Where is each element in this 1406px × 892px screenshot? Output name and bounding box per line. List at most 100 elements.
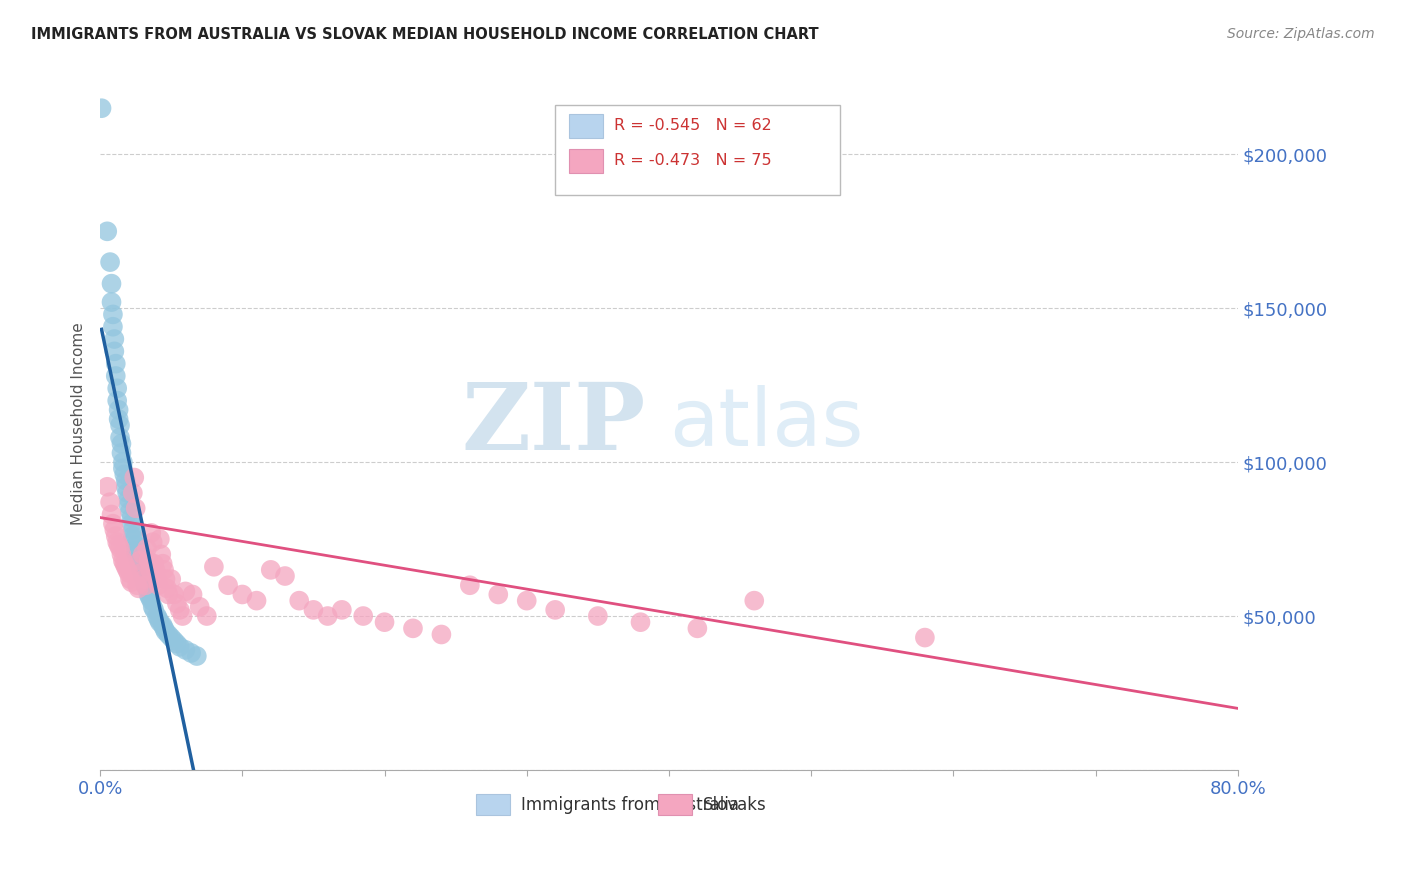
Point [129, 554, 152, 568]
Text: Source: ZipAtlas.com: Source: ZipAtlas.com [1227, 27, 1375, 41]
Point [90, 101, 112, 115]
Point [112, 557, 135, 571]
Text: IMMIGRANTS FROM AUSTRALIA VS SLOVAK MEDIAN HOUSEHOLD INCOME CORRELATION CHART: IMMIGRANTS FROM AUSTRALIA VS SLOVAK MEDI… [31, 27, 818, 42]
Text: Immigrants from Australia: Immigrants from Australia [522, 796, 740, 814]
Point [430, 627, 453, 641]
Point [121, 523, 143, 537]
Point [110, 436, 132, 450]
Point [110, 548, 132, 562]
Point [586, 609, 609, 624]
Point [117, 566, 139, 580]
Point [115, 563, 138, 577]
Point [114, 480, 136, 494]
Point [131, 563, 153, 577]
Point [138, 554, 160, 568]
Text: Slovaks: Slovaks [703, 796, 766, 814]
Text: ZIP: ZIP [463, 379, 647, 468]
Point [288, 593, 311, 607]
Point [98, 495, 121, 509]
Point [125, 538, 148, 552]
Point [115, 486, 138, 500]
Point [172, 609, 194, 624]
Point [150, 548, 173, 562]
Point [112, 467, 135, 482]
Point [231, 587, 253, 601]
Point [100, 295, 122, 310]
Point [107, 402, 129, 417]
Point [402, 621, 425, 635]
Point [274, 569, 297, 583]
Point [142, 599, 165, 614]
Point [125, 501, 148, 516]
Point [148, 578, 170, 592]
Point [100, 508, 122, 522]
Point [180, 646, 202, 660]
Point [127, 578, 149, 592]
Point [125, 544, 148, 558]
Point [135, 578, 157, 592]
Point [153, 621, 176, 635]
Point [129, 557, 152, 571]
Point [108, 418, 131, 433]
Text: R = -0.545   N = 62: R = -0.545 N = 62 [614, 119, 772, 134]
Point [373, 615, 395, 630]
Point [114, 559, 136, 574]
Point [156, 582, 179, 596]
Bar [475, 794, 509, 815]
Point [143, 557, 166, 571]
Point [96, 224, 118, 238]
Point [195, 609, 218, 624]
Point [108, 431, 131, 445]
Point [155, 624, 177, 639]
Point [330, 603, 353, 617]
Point [128, 582, 150, 596]
Point [136, 582, 159, 596]
Point [148, 612, 170, 626]
Point [128, 554, 150, 568]
Point [101, 307, 124, 321]
FancyBboxPatch shape [555, 105, 839, 195]
Point [139, 563, 162, 577]
Point [132, 548, 155, 562]
Point [121, 486, 143, 500]
Point [103, 344, 125, 359]
Point [160, 631, 183, 645]
Point [914, 631, 936, 645]
Point [163, 633, 186, 648]
Point [111, 554, 134, 568]
Point [110, 446, 132, 460]
Point [516, 593, 538, 607]
Point [458, 578, 481, 592]
Point [145, 563, 167, 577]
Point [105, 381, 128, 395]
Point [105, 535, 128, 549]
Point [134, 572, 156, 586]
Point [122, 470, 145, 484]
Point [132, 569, 155, 583]
Point [120, 510, 142, 524]
Point [114, 474, 136, 488]
Point [136, 541, 159, 556]
Point [141, 593, 163, 607]
Point [155, 572, 177, 586]
Point [544, 603, 567, 617]
Text: R = -0.473   N = 75: R = -0.473 N = 75 [614, 153, 772, 168]
Point [245, 593, 267, 607]
Point [169, 640, 191, 654]
Point [101, 516, 124, 531]
Point [134, 572, 156, 586]
Point [166, 597, 188, 611]
Point [141, 525, 163, 540]
Point [174, 584, 197, 599]
Point [131, 566, 153, 580]
Point [111, 461, 134, 475]
Point [120, 516, 142, 531]
Point [108, 541, 131, 556]
Point [202, 559, 225, 574]
Point [103, 523, 125, 537]
Point [122, 532, 145, 546]
Point [181, 587, 204, 601]
Point [103, 332, 125, 346]
Bar [569, 114, 603, 138]
Point [316, 609, 339, 624]
